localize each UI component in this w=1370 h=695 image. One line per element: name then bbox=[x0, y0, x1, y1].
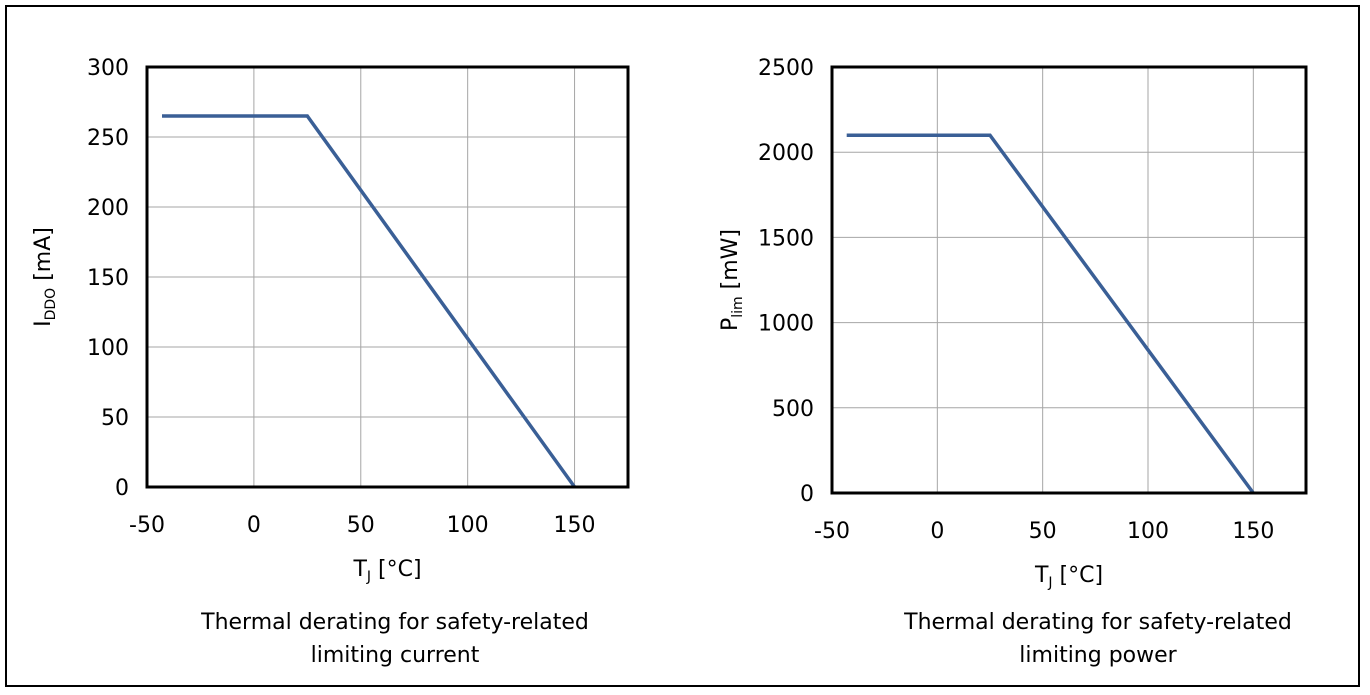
chart-1-caption-line-1: Thermal derating for safety-related bbox=[201, 610, 589, 635]
chart-2-y-tick-label: 0 bbox=[800, 482, 814, 507]
chart-2-x-tick-label: 100 bbox=[1127, 519, 1169, 544]
chart-2-caption: Thermal derating for safety-related limi… bbox=[838, 606, 1358, 672]
chart-2-y-tick-label: 500 bbox=[772, 397, 814, 422]
figure-frame bbox=[5, 5, 1360, 687]
chart-1-y-tick-label: 200 bbox=[87, 196, 129, 221]
chart-2-series-line bbox=[846, 133, 1255, 495]
chart-1-x-tick-label: 150 bbox=[554, 513, 596, 538]
chart-2-x-tick-label: 150 bbox=[1232, 519, 1274, 544]
chart-1-x-tick-label: 100 bbox=[447, 513, 489, 538]
chart-2-y-tick-label: 1000 bbox=[758, 312, 814, 337]
chart-1-plot-border bbox=[145, 65, 630, 489]
chart-2-y-tick-label: 2500 bbox=[758, 56, 814, 81]
chart-1-x-tick-label: -50 bbox=[129, 513, 165, 538]
chart-1-caption: Thermal derating for safety-related limi… bbox=[135, 606, 655, 672]
chart-2-x-tick-label: 0 bbox=[930, 519, 944, 544]
chart-1-x-tick-label: 0 bbox=[247, 513, 261, 538]
chart-2-x-tick-label: -50 bbox=[814, 519, 850, 544]
chart-2-x-tick-label: 50 bbox=[1029, 519, 1057, 544]
chart-2-y-tick-label: 2000 bbox=[758, 141, 814, 166]
chart-2-y-tick-label: 1500 bbox=[758, 226, 814, 251]
chart-1-y-tick-label: 150 bbox=[87, 266, 129, 291]
chart-1-y-axis-label: IDDO [mA] bbox=[31, 227, 59, 327]
chart-1-y-tick-label: 50 bbox=[101, 406, 129, 431]
chart-1-y-tick-label: 0 bbox=[115, 476, 129, 501]
chart-1-x-axis-label: TJ [°C] bbox=[352, 557, 421, 585]
chart-1-x-tick-label: 50 bbox=[347, 513, 375, 538]
chart-2-plot-border bbox=[830, 65, 1308, 495]
chart-2-caption-line-2: limiting power bbox=[1019, 643, 1177, 668]
chart-2-caption-line-1: Thermal derating for safety-related bbox=[904, 610, 1292, 635]
chart-1-y-tick-label: 100 bbox=[87, 336, 129, 361]
chart-1-y-tick-label: 250 bbox=[87, 126, 129, 151]
chart-1-series-line bbox=[162, 114, 577, 489]
chart-1-caption-line-2: limiting current bbox=[310, 643, 480, 668]
chart-2-y-axis-label: Plim [mW] bbox=[718, 229, 746, 331]
chart-1-y-tick-label: 300 bbox=[87, 56, 129, 81]
chart-2-x-axis-label: TJ [°C] bbox=[1034, 563, 1103, 591]
